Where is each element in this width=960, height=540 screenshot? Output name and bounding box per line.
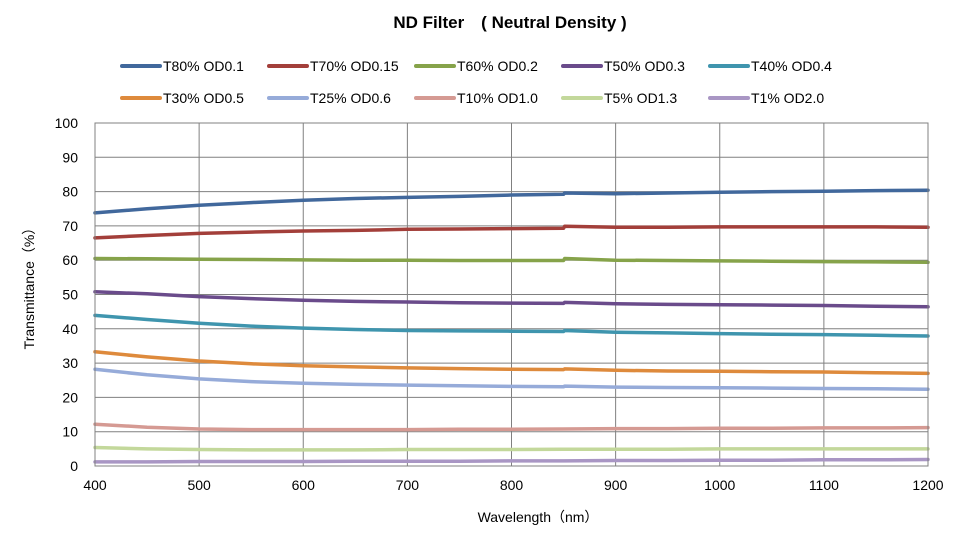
x-tick-label: 600: [292, 477, 316, 493]
x-tick-label: 1000: [704, 477, 735, 493]
legend-label: T40% OD0.4: [751, 58, 832, 74]
legend-label: T70% OD0.15: [310, 58, 399, 74]
y-tick-label: 90: [62, 149, 78, 165]
legend-label: T30% OD0.5: [163, 90, 244, 106]
x-tick-label: 900: [604, 477, 628, 493]
series-line: [93, 445, 930, 452]
y-tick-label: 30: [62, 355, 78, 371]
y-tick-label: 80: [62, 184, 78, 200]
series-line: [93, 422, 930, 432]
series-line: [93, 367, 930, 391]
series-line: [93, 256, 930, 265]
y-axis-ticks: 0 10 20 30 40 50 60 70 80 90 100: [55, 115, 79, 474]
y-tick-label: 10: [62, 424, 78, 440]
x-tick-label: 500: [187, 477, 211, 493]
x-tick-label: 1200: [912, 477, 943, 493]
legend-label: T5% OD1.3: [604, 90, 677, 106]
plot-area-border: [94, 122, 929, 467]
series-line: [93, 188, 930, 215]
y-tick-label: 0: [70, 458, 78, 474]
legend-label: T50% OD0.3: [604, 58, 685, 74]
x-axis-label: Wavelength（nm）: [478, 509, 599, 525]
x-tick-label: 1100: [809, 477, 839, 493]
series-layer: [93, 188, 930, 464]
y-tick-label: 100: [55, 115, 79, 131]
series-line: [93, 350, 930, 376]
grid: [94, 122, 929, 467]
series-line: [93, 313, 930, 338]
series-line: [93, 224, 930, 240]
y-tick-label: 20: [62, 389, 78, 405]
series-line: [93, 290, 930, 309]
y-tick-label: 70: [62, 218, 78, 234]
x-tick-label: 800: [500, 477, 524, 493]
x-axis-ticks: 400 500 600 700 800 900 1000 1100 1200: [83, 477, 943, 493]
chart-title: ND Filter ( Neutral Density ): [393, 13, 626, 32]
series-line: [93, 457, 930, 464]
legend-label: T1% OD2.0: [751, 90, 824, 106]
x-tick-label: 400: [83, 477, 107, 493]
y-tick-label: 40: [62, 321, 78, 337]
y-tick-label: 60: [62, 252, 78, 268]
legend-label: T60% OD0.2: [457, 58, 538, 74]
legend: T80% OD0.1 T70% OD0.15 T60% OD0.2 T50% OD0.…: [120, 58, 832, 106]
legend-label: T80% OD0.1: [163, 58, 244, 74]
legend-label: T25% OD0.6: [310, 90, 391, 106]
y-axis-label: Transmittance（%）: [21, 221, 37, 350]
legend-label: T10% OD1.0: [457, 90, 538, 106]
x-tick-label: 700: [396, 477, 420, 493]
y-tick-label: 50: [62, 287, 78, 303]
